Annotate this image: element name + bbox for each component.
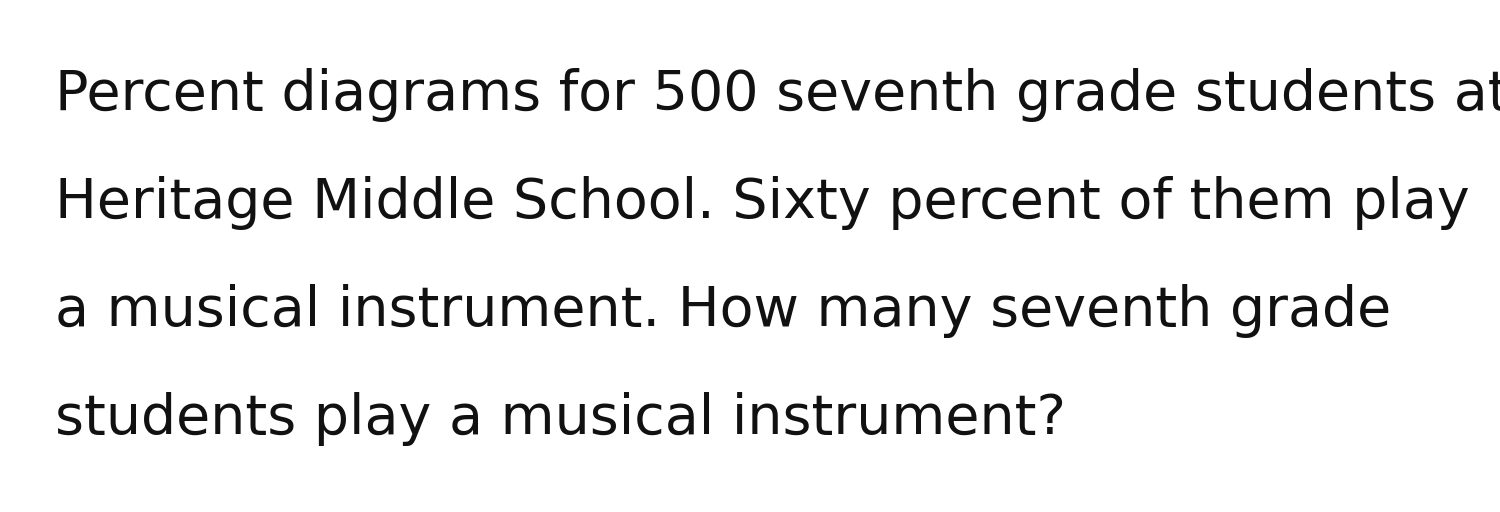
Text: students play a musical instrument?: students play a musical instrument? (56, 392, 1066, 446)
Text: Heritage Middle School. Sixty percent of them play: Heritage Middle School. Sixty percent of… (56, 176, 1470, 230)
Text: Percent diagrams for 500 seventh grade students at: Percent diagrams for 500 seventh grade s… (56, 68, 1500, 122)
Text: a musical instrument. How many seventh grade: a musical instrument. How many seventh g… (56, 284, 1392, 338)
